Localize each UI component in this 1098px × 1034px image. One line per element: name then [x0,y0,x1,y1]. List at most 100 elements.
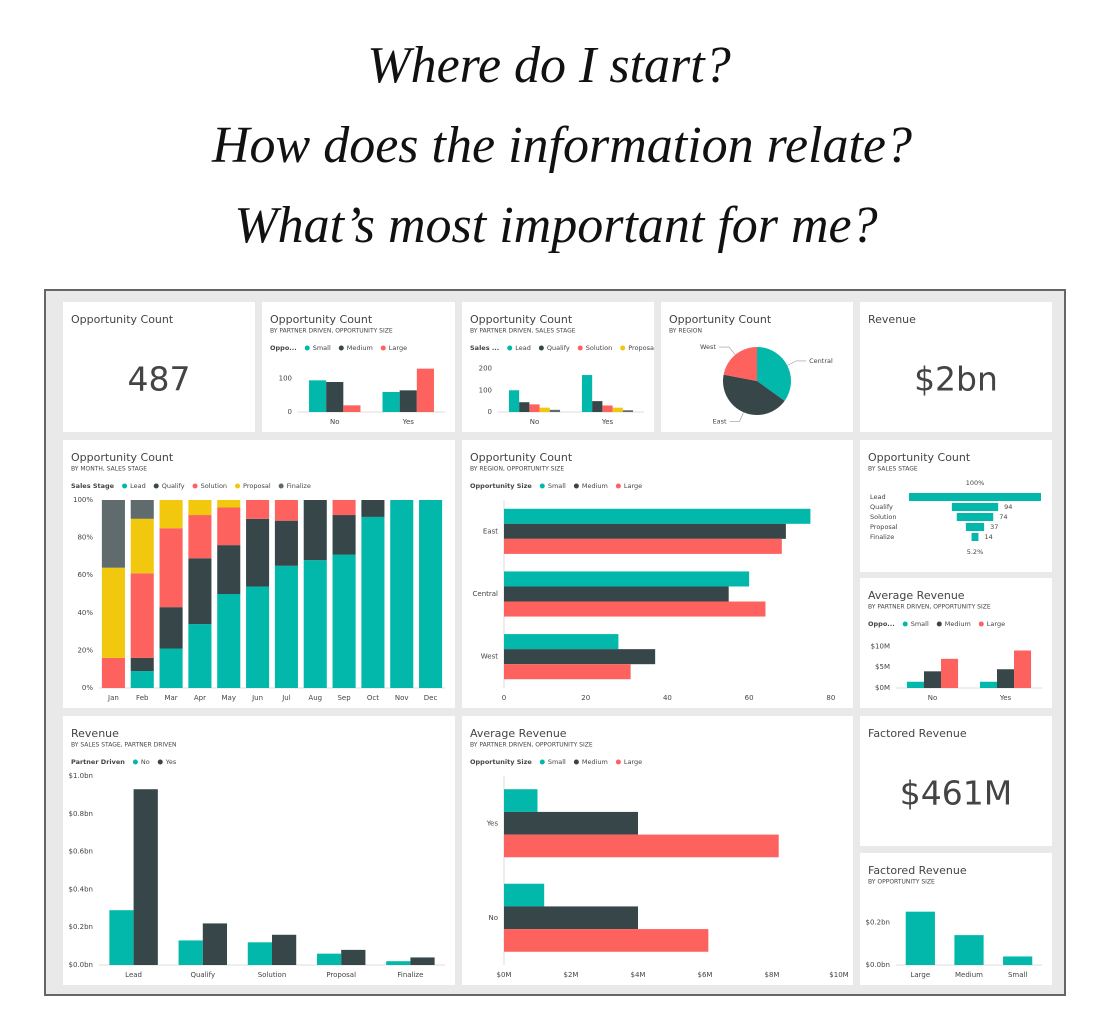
bar-segment [159,648,183,688]
legend-label: Proposal [628,344,656,352]
tile-content: Opportunity Count BY REGION Central East Wes… [669,313,833,425]
tile-subtitle: BY PARTNER DRIVEN, SALES STAGE [470,328,576,335]
bar-segment [130,657,154,672]
x-tick-label: Jul [281,694,291,702]
y-tick-label: 80% [77,534,93,542]
bar [592,401,603,412]
bar-segment [274,565,298,688]
legend-label: Medium [582,758,608,766]
x-tick-label: 40 [663,694,672,702]
bar [612,407,623,412]
bar [272,934,297,965]
legend-marker [978,621,984,627]
x-tick-label: Aug [308,694,322,702]
bar-segment [130,671,154,688]
x-tick-label: Medium [955,971,983,979]
y-tick-label: $0.2bn [866,918,890,926]
tile-title: Average Revenue [470,727,567,740]
bar-segment [246,500,270,519]
bar [1003,956,1033,965]
bar-segment [130,573,154,658]
legend-title: Opportunity Size [470,758,532,766]
pie-label: East [713,417,727,425]
legend-title: Partner Driven [71,758,125,766]
funnel-value-label: 74 [999,513,1007,521]
funnel-bar [951,503,999,511]
x-tick-label: Oct [367,694,379,702]
bar [602,405,613,412]
legend-label: Yes [165,758,177,766]
tile-content: Revenue $2bn [868,313,998,399]
legend-label: Medium [945,620,971,628]
legend-marker [573,759,579,765]
legend-marker [539,759,545,765]
y-tick-label: 40% [77,609,93,617]
legend-marker [936,621,942,627]
x-tick-label: $0M [497,971,512,979]
funnel-bar [965,523,985,531]
tile-subtitle: BY SALES STAGE, PARTNER DRIVEN [71,742,177,749]
bar [410,957,435,965]
bar-segment [130,500,154,519]
tile-title: Opportunity Count [470,451,573,464]
tile-content: Opportunity Count BY PARTNER DRIVEN, SALE… [470,313,656,426]
bar [504,664,631,680]
tile-content: Factored Revenue $461M [868,727,1012,813]
tile-subtitle: BY REGION, OPPORTUNITY SIZE [470,466,564,473]
bar [508,390,520,412]
legend-marker [577,345,583,351]
bar-segment [188,558,212,625]
x-tick-label: $8M [765,971,780,979]
y-tick-label: 0 [288,408,292,416]
bar-segment [332,500,356,516]
legend-label: Small [911,620,929,628]
y-tick-label: 0% [82,684,93,692]
bar [905,911,935,965]
bar [399,390,417,412]
tile-title: Factored Revenue [868,864,967,877]
legend-marker [538,345,544,351]
bar [309,380,327,412]
bar [316,953,342,965]
x-tick-label: Large [910,971,930,979]
card-value: $2bn [914,360,998,399]
tile-subtitle: BY OPPORTUNITY SIZE [868,879,935,886]
funnel-category: Solution [870,513,896,521]
tile-title: Opportunity Count [71,451,174,464]
x-tick-label: 80 [826,694,835,702]
bar [416,368,434,412]
tile-subtitle: BY PARTNER DRIVEN, OPPORTUNITY SIZE [470,742,593,749]
bar [504,538,782,554]
tile-content: Factored Revenue BY OPPORTUNITY SIZE $0.0b… [866,864,1042,979]
tile-title: Opportunity Count [470,313,573,326]
tile-content: Revenue BY SALES STAGE, PARTNER DRIVEN Par… [69,727,445,979]
bar [954,935,984,965]
bar [979,681,997,688]
funnel-bar [909,493,1041,501]
legend-label: Solution [586,344,612,352]
legend-marker [380,345,386,351]
x-tick-label: Apr [194,694,206,702]
bar-segment [332,554,356,688]
funnel-category: Qualify [870,503,893,511]
legend-marker [132,759,138,765]
y-tick-label: $0.4bn [69,885,93,893]
bar-segment [332,515,356,555]
bar [504,508,811,524]
y-tick-label: 100 [479,386,492,394]
bar [539,407,550,412]
legend-label: Proposal [243,482,271,490]
tile-subtitle: BY PARTNER DRIVEN, OPPORTUNITY SIZE [868,604,991,611]
legend-label: Lead [130,482,146,490]
bar [504,586,729,602]
bar-segment [101,657,125,688]
y-tick-label: $0.2bn [69,923,93,931]
x-tick-label: $10M [829,971,848,979]
legend-label: Finalize [287,482,311,490]
bar [326,382,344,412]
tile-subtitle: BY MONTH, SALES STAGE [71,466,147,473]
legend-marker [153,483,159,489]
leader-line [729,412,744,422]
